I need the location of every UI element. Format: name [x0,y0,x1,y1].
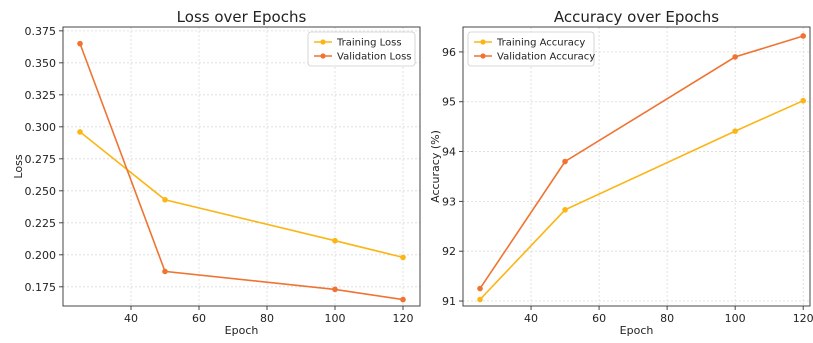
series-line-2 [79,43,404,301]
y-tick-label: 0.375 [25,25,57,38]
data-point-s1-2 [562,207,568,213]
plot-frame [462,26,811,307]
legend: Training Accuracy Validation Accuracy [467,31,595,67]
x-tick-label: 100 [725,312,746,325]
x-tick-label: 60 [592,312,606,325]
legend-marker-2 [480,53,486,59]
chart-2: 40 60 80 100 120 91 92 93 94 95 96 Accuracy over Ep… [429,8,813,337]
x-axis-label: Epoch [620,324,654,337]
data-point-s1-1 [477,296,483,303]
y-tick-label: 0.250 [25,185,57,198]
x-tick-label: 120 [393,312,414,325]
data-point-s1-4 [400,254,406,261]
legend: Training Loss Validation Loss [307,31,416,67]
legend-label: Validation Accuracy [497,52,595,63]
legend-label: Validation Loss [337,52,412,63]
data-point-s1-2 [162,196,168,203]
y-tick-label: 0.225 [25,217,57,230]
data-point-s1-3 [732,128,738,134]
y-tick-label: 0.300 [25,121,57,134]
legend-label: Training Loss [336,38,402,49]
legend-marker-1 [480,39,486,45]
data-point-s2-2 [162,268,168,275]
y-tick-label: 93 [442,195,456,208]
y-axis-label: Loss [12,154,25,178]
y-tick-label: 96 [442,46,456,59]
data-point-s1-1 [77,129,83,135]
series-line-1 [79,131,404,259]
x-tick-label: 40 [524,312,538,325]
data-point-s2-1 [477,285,483,292]
legend-box [307,31,416,67]
series-line-1 [479,99,804,301]
legend-box [467,31,595,67]
legend-marker-1 [320,39,326,45]
x-tick-label: 120 [793,312,813,325]
data-point-s2-3 [732,54,738,60]
chart-1: 40 60 80 100 120 0.175 0.200 0.225 0.250 0.275 0.3… [12,8,421,337]
y-tick-label: 94 [442,146,456,159]
y-axis-label: Accuracy (%) [429,130,442,203]
plot-frame [62,26,421,307]
chart-title: Loss over Epochs [177,8,307,26]
y-tick-label: 0.325 [25,89,57,102]
y-tick-label: 0.200 [25,249,57,262]
x-tick-label: 60 [192,312,206,325]
data-point-s2-3 [332,286,338,293]
y-tick-label: 95 [442,96,456,109]
x-axis-label: Epoch [225,324,259,337]
y-tick-label: 91 [442,295,456,308]
y-tick-label: 0.350 [25,57,57,70]
data-point-s2-1 [77,40,83,47]
y-tick-label: 0.275 [25,153,57,166]
data-point-s1-3 [332,237,338,244]
x-tick-label: 80 [660,312,674,325]
x-tick-label: 100 [325,312,346,325]
data-point-s2-2 [562,158,568,165]
chart-title: Accuracy over Epochs [554,8,719,26]
y-tick-label: 0.175 [25,281,57,294]
x-tick-label: 80 [260,312,274,325]
series-line-2 [479,35,804,290]
data-point-s2-4 [800,33,806,39]
data-point-s2-4 [400,296,406,303]
legend-label: Training Accuracy [496,38,585,49]
y-tick-label: 92 [442,245,456,258]
data-point-s1-4 [800,97,806,104]
legend-marker-2 [320,53,326,59]
x-tick-label: 40 [124,312,138,325]
